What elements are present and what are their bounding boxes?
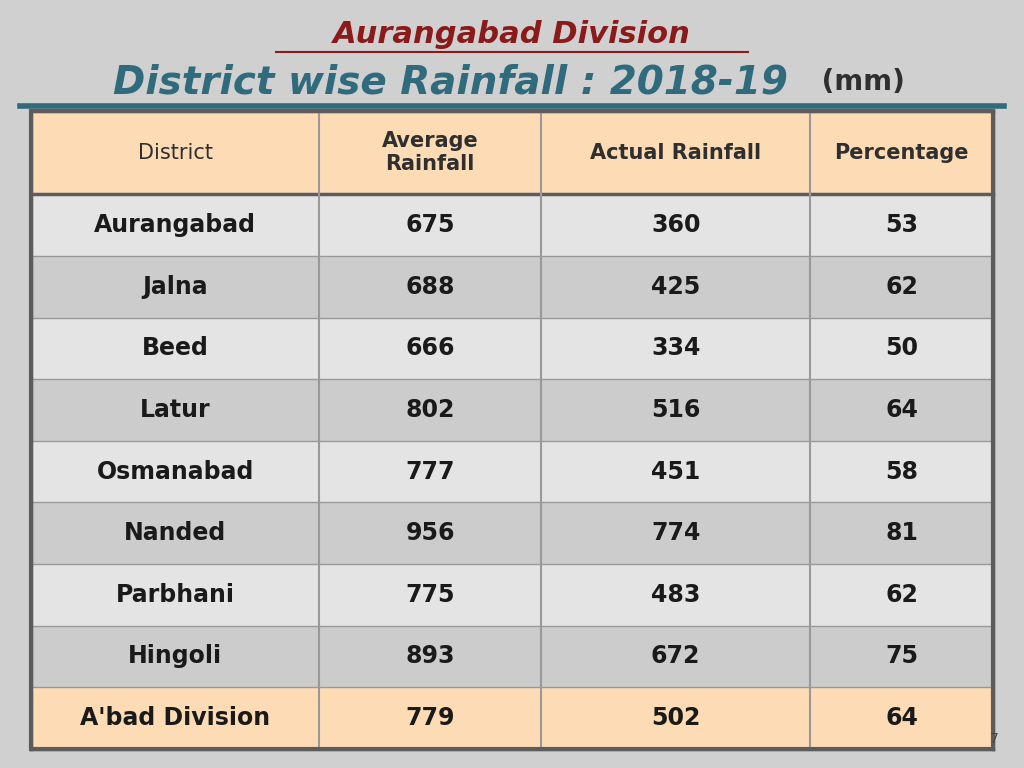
Text: 62: 62 [886,275,919,299]
Text: Jalna: Jalna [142,275,208,299]
Text: Beed: Beed [141,336,209,360]
Text: 53: 53 [886,213,919,237]
Text: 775: 775 [406,583,455,607]
FancyBboxPatch shape [31,626,993,687]
FancyBboxPatch shape [31,256,993,317]
Text: 451: 451 [651,459,700,484]
Text: 64: 64 [886,706,919,730]
Text: 672: 672 [651,644,700,668]
Text: 425: 425 [651,275,700,299]
Text: District wise Rainfall : 2018-19: District wise Rainfall : 2018-19 [113,63,788,101]
Text: District: District [137,143,213,163]
FancyBboxPatch shape [31,194,993,256]
Text: 675: 675 [406,213,455,237]
Text: 666: 666 [406,336,455,360]
Text: 360: 360 [651,213,700,237]
Bar [31,111,993,749]
Text: 502: 502 [651,706,700,730]
Text: (mm): (mm) [812,68,905,96]
Text: 58: 58 [886,459,919,484]
Text: 483: 483 [651,583,700,607]
Text: 516: 516 [651,398,700,422]
Text: Aurangabad Division: Aurangabad Division [333,20,691,49]
Text: 75: 75 [886,644,919,668]
Text: 334: 334 [651,336,700,360]
Text: 688: 688 [406,275,455,299]
Text: 777: 777 [406,459,455,484]
Text: 779: 779 [406,706,455,730]
Text: Average
Rainfall: Average Rainfall [382,131,478,174]
Text: 774: 774 [651,521,700,545]
FancyBboxPatch shape [31,317,993,379]
FancyBboxPatch shape [31,379,993,441]
Text: 956: 956 [406,521,455,545]
Text: 62: 62 [886,583,919,607]
FancyBboxPatch shape [31,502,993,564]
FancyBboxPatch shape [31,687,993,749]
Text: 893: 893 [406,644,455,668]
Text: Percentage: Percentage [835,143,969,163]
Text: 50: 50 [886,336,919,360]
Text: Parbhani: Parbhani [116,583,234,607]
Text: 64: 64 [886,398,919,422]
FancyBboxPatch shape [31,564,993,626]
Text: Nanded: Nanded [124,521,226,545]
Text: A'bad Division: A'bad Division [80,706,270,730]
Text: Hingoli: Hingoli [128,644,222,668]
Text: 7: 7 [989,733,998,746]
Text: 81: 81 [886,521,919,545]
FancyBboxPatch shape [31,441,993,502]
Text: Osmanabad: Osmanabad [96,459,254,484]
Text: Actual Rainfall: Actual Rainfall [590,143,761,163]
Text: 802: 802 [406,398,455,422]
FancyBboxPatch shape [31,111,993,194]
Text: Latur: Latur [140,398,210,422]
Text: Aurangabad: Aurangabad [94,213,256,237]
